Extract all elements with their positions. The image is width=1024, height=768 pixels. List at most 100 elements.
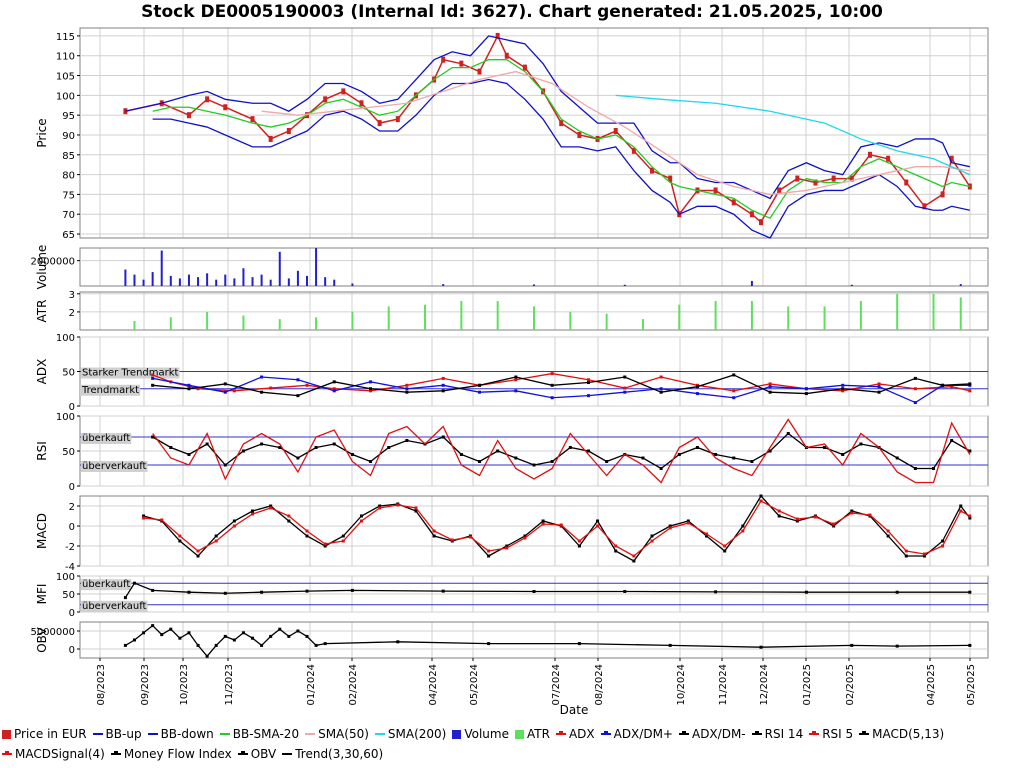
- bar: [750, 301, 753, 330]
- point: [287, 634, 291, 638]
- point: [523, 536, 527, 540]
- point: [659, 375, 663, 379]
- point: [577, 539, 581, 543]
- point: [241, 449, 245, 453]
- bar: [569, 311, 572, 330]
- point: [695, 446, 699, 449]
- point: [841, 387, 845, 391]
- legend-swatch: [237, 751, 248, 755]
- point: [478, 383, 482, 387]
- point: [968, 590, 972, 594]
- point: [786, 432, 790, 435]
- point: [296, 629, 300, 633]
- point: [841, 389, 845, 393]
- legend-label: Trend(3,30,60): [295, 747, 384, 761]
- point: [414, 509, 418, 513]
- ref-label-bg: [80, 384, 141, 396]
- macd-axis-label: MACD: [35, 513, 49, 549]
- point: [323, 542, 327, 546]
- point: [586, 394, 590, 398]
- candle: [495, 32, 500, 39]
- obv-axis-label: OBV: [35, 626, 49, 652]
- point: [532, 589, 536, 593]
- legend-item: Volume: [452, 724, 509, 744]
- point: [169, 446, 173, 449]
- point: [260, 643, 264, 647]
- line: [152, 376, 970, 404]
- point: [332, 442, 336, 446]
- point: [487, 642, 491, 646]
- bar: [351, 283, 354, 286]
- point: [550, 383, 554, 387]
- point: [496, 449, 500, 453]
- point: [741, 529, 745, 533]
- point: [323, 642, 327, 646]
- legend-item: SMA(200): [374, 724, 446, 744]
- line: [152, 372, 970, 392]
- candle: [749, 211, 754, 218]
- y-tick-label: 2: [69, 502, 75, 513]
- point: [169, 627, 173, 631]
- ref-line-label: überkauft: [82, 433, 130, 444]
- ref-line-label: überverkauft: [82, 461, 147, 472]
- point: [850, 643, 854, 647]
- bar: [251, 277, 254, 286]
- point: [332, 389, 336, 393]
- x-tick-label: 10/2023: [179, 664, 190, 706]
- bar: [850, 284, 853, 286]
- point: [759, 645, 763, 649]
- legend-label: SMA(50): [318, 727, 369, 741]
- legend-label: ADX: [568, 727, 595, 741]
- point: [659, 390, 663, 394]
- point: [832, 522, 836, 526]
- point: [759, 494, 763, 498]
- point: [895, 590, 899, 594]
- point: [187, 387, 191, 391]
- bar: [823, 306, 826, 330]
- candle: [186, 112, 191, 119]
- bar: [315, 317, 318, 330]
- point: [405, 439, 409, 442]
- point: [695, 392, 699, 396]
- y-tick-label: -2: [65, 542, 75, 553]
- legend-item: ATR: [514, 724, 550, 744]
- legend-item: RSI 5: [809, 724, 853, 744]
- candle: [922, 203, 927, 210]
- bar: [197, 277, 200, 286]
- point: [623, 386, 627, 390]
- bar: [442, 284, 445, 286]
- y-tick-label: 3: [69, 290, 75, 301]
- legend-swatch: [678, 731, 689, 735]
- point: [251, 509, 255, 513]
- point: [614, 549, 618, 553]
- point: [577, 544, 581, 548]
- point: [913, 387, 917, 391]
- candle: [831, 175, 836, 182]
- bar: [623, 284, 626, 286]
- bar: [959, 284, 962, 286]
- mfi-axis-label: MFI: [35, 584, 49, 605]
- point: [151, 376, 155, 380]
- series-money-flow-index: [123, 581, 972, 600]
- legend-swatch: [92, 733, 103, 735]
- legend-label: RSI 5: [822, 727, 854, 741]
- x-tick-label: 08/2023: [96, 664, 107, 706]
- legend-swatch: [859, 731, 870, 735]
- line: [152, 59, 970, 220]
- ref-label-bg: [81, 579, 132, 591]
- candle: [631, 147, 636, 154]
- bar: [605, 313, 608, 330]
- legend-item: BB-down: [147, 724, 214, 744]
- point: [187, 631, 191, 635]
- point: [795, 519, 799, 523]
- legend-item: BB-SMA-20: [219, 724, 299, 744]
- point: [332, 380, 336, 384]
- candle: [286, 128, 291, 135]
- x-tick-label: 01/2024: [306, 664, 317, 706]
- point: [668, 526, 672, 530]
- ref-label-bg: [81, 367, 180, 379]
- candle: [377, 120, 382, 127]
- legend-swatch: [147, 733, 158, 735]
- point: [196, 387, 200, 391]
- point: [677, 453, 681, 456]
